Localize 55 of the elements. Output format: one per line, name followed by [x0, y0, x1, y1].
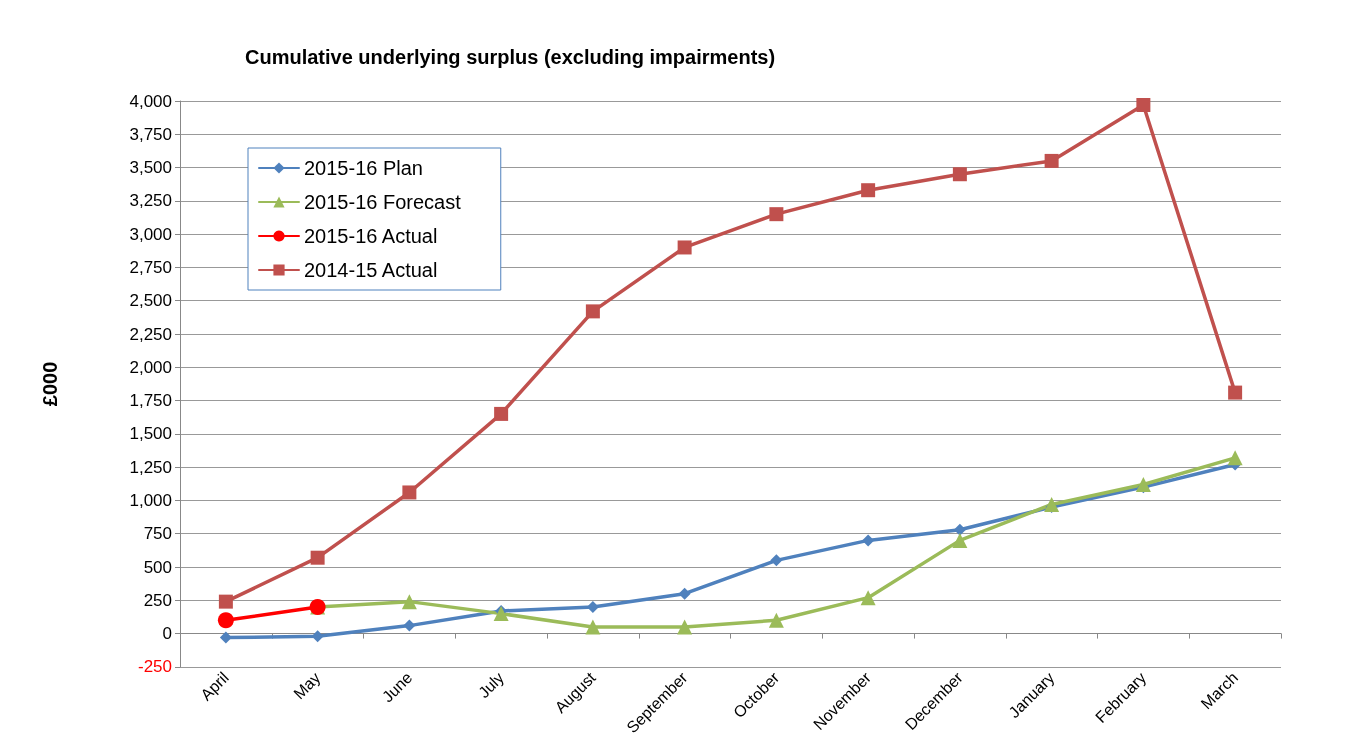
point — [218, 594, 233, 609]
y-tick-label: 2,000 — [129, 357, 172, 377]
point — [953, 523, 966, 536]
legend-label: 2015-16 Plan — [304, 157, 423, 179]
point — [219, 631, 232, 644]
point — [1135, 476, 1151, 492]
y-tick-label: 2,500 — [129, 291, 172, 311]
point — [217, 612, 234, 629]
y-tick-label: 250 — [143, 590, 172, 610]
point — [862, 534, 875, 547]
x-tick-label: July — [475, 668, 508, 701]
point — [402, 485, 417, 500]
y-tick-label: 3,000 — [129, 224, 172, 244]
point — [494, 406, 509, 421]
y-tick-label: 1,000 — [129, 490, 172, 510]
y-tick-label: 2,250 — [129, 324, 172, 344]
point — [952, 532, 968, 548]
y-tick-label: 2,750 — [129, 257, 172, 277]
point — [861, 183, 876, 198]
point — [401, 594, 417, 610]
point — [677, 619, 693, 635]
point — [585, 619, 601, 635]
point — [585, 304, 600, 319]
point — [1228, 385, 1243, 400]
y-axis-title: £000 — [39, 361, 61, 407]
legend-label: 2015-16 Forecast — [304, 191, 462, 213]
point — [769, 207, 784, 222]
y-tick-label: 3,500 — [129, 158, 172, 178]
legend-label: 2015-16 Actual — [304, 225, 438, 247]
point — [678, 587, 691, 600]
point — [770, 554, 783, 567]
x-tick-label: May — [290, 668, 324, 703]
point — [1227, 450, 1243, 466]
y-tick-label: 1,250 — [129, 457, 172, 477]
y-tick-label: 0 — [162, 624, 172, 644]
point — [1136, 97, 1151, 112]
point — [310, 550, 325, 565]
point — [493, 606, 509, 622]
y-tick-label: 3,250 — [129, 191, 172, 211]
point — [1044, 153, 1059, 168]
legend-label: 2014-15 Actual — [304, 259, 438, 281]
point — [677, 240, 692, 255]
point — [1044, 496, 1060, 512]
point — [952, 167, 967, 182]
y-tick-label: 500 — [143, 557, 172, 577]
y-tick-label: 3,750 — [129, 124, 172, 144]
y-tick-label: 1,750 — [129, 391, 172, 411]
point — [768, 612, 784, 628]
y-tick-label: -250 — [137, 657, 172, 677]
y-tick-label: 750 — [143, 524, 172, 544]
chart-title: Cumulative underlying surplus (excluding impairments) — [245, 46, 776, 68]
point — [403, 619, 416, 632]
point — [860, 590, 876, 606]
y-tick-label: 1,500 — [129, 424, 172, 444]
y-tick-label: 4,000 — [129, 91, 172, 111]
